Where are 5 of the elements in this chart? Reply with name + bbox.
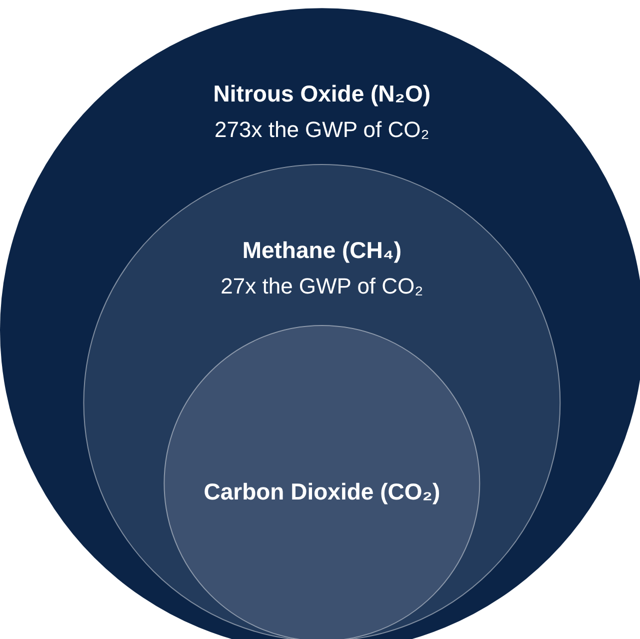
category-label: Carbon Dioxide (CO₂) (204, 478, 440, 505)
data-label: 273x the GWP of CO₂ (214, 117, 430, 142)
data-label: 27x the GWP of CO₂ (220, 274, 424, 299)
category-label: Nitrous Oxide (N₂O) (213, 80, 431, 106)
category-label: Methane (CH₄) (242, 236, 402, 263)
